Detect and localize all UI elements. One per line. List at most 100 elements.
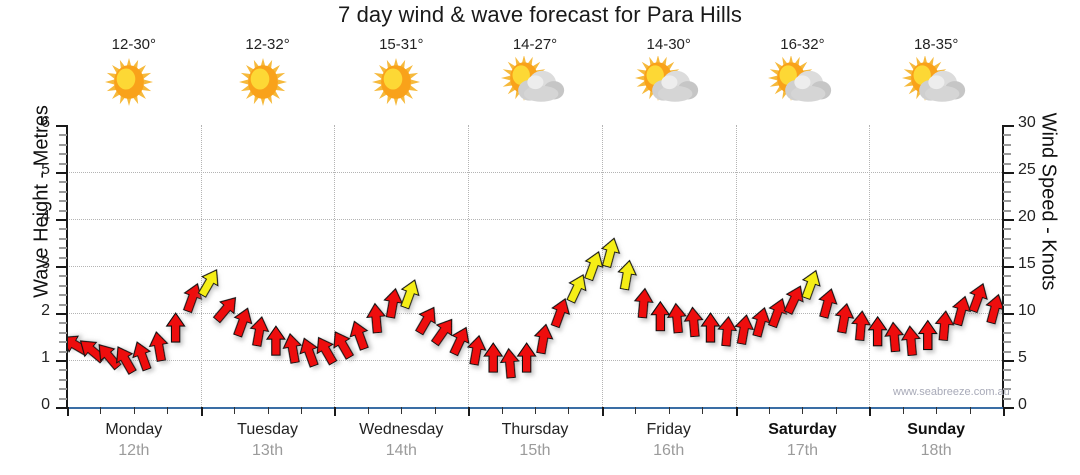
right-tick-minor: [1003, 200, 1011, 203]
right-tick-minor: [1003, 237, 1011, 240]
left-axis-label: 2: [41, 302, 50, 319]
left-tick-major: [56, 266, 67, 268]
right-tick-minor: [1003, 143, 1011, 146]
day-header-sunday: 18-35°: [864, 36, 1009, 108]
left-tick-minor: [59, 200, 67, 203]
day-name: Thursday: [501, 421, 569, 438]
wind-direction-arrow: [400, 279, 420, 310]
right-tick-major: [1003, 219, 1014, 221]
temperature-range: 18-35°: [913, 36, 959, 53]
x-tick-day: [334, 407, 337, 416]
temperature-range: 16-32°: [780, 36, 825, 53]
wind-direction-arrow: [333, 331, 355, 360]
left-tick-minor: [59, 341, 67, 344]
left-tick-minor: [59, 350, 67, 353]
day-header-saturday: 16-32°: [730, 36, 875, 108]
wind-direction-arrow: [783, 285, 804, 316]
right-tick-minor: [1003, 153, 1011, 156]
wind-direction-arrow: [449, 326, 470, 357]
day-header-friday: 14-30°: [596, 36, 741, 108]
x-tick-minor: [835, 407, 837, 414]
left-axis-label: 6: [41, 114, 50, 131]
wind-direction-arrow: [148, 331, 169, 362]
right-tick-minor: [1003, 322, 1011, 325]
sun-cloud-icon: [596, 56, 741, 108]
left-axis-label: 5: [41, 161, 50, 178]
wind-direction-arrow: [734, 314, 755, 346]
left-tick-major: [56, 313, 67, 315]
wind-direction-arrow: [851, 310, 872, 342]
left-tick-minor: [59, 237, 67, 240]
wind-direction-arrow: [566, 274, 587, 304]
gridline-horizontal: [67, 313, 1002, 314]
right-axis-label: 30: [1018, 114, 1036, 131]
gridline-horizontal: [67, 172, 1002, 173]
left-tick-minor: [59, 228, 67, 231]
wind-direction-arrow: [265, 325, 286, 356]
gridline-horizontal: [67, 219, 1002, 220]
x-tick-day: [468, 407, 471, 416]
left-tick-minor: [59, 209, 67, 212]
left-tick-minor: [59, 256, 67, 259]
left-tick-minor: [59, 162, 67, 165]
right-tick-minor: [1003, 190, 1011, 193]
right-axis-label: 15: [1018, 255, 1036, 272]
day-footer-friday: Friday 16th: [596, 420, 741, 462]
day-date: 14th: [385, 442, 417, 459]
gridline-vertical: [468, 125, 470, 407]
x-tick-minor: [301, 407, 302, 414]
right-tick-minor: [1003, 134, 1011, 137]
sun-cloud-icon: [730, 56, 875, 108]
x-tick-minor: [769, 407, 770, 414]
left-tick-major: [56, 172, 67, 174]
x-tick-day: [67, 407, 69, 416]
right-tick-minor: [1003, 378, 1011, 381]
right-tick-minor: [1003, 275, 1011, 278]
x-tick-day: [200, 407, 203, 416]
day-name: Friday: [646, 421, 691, 438]
left-axis-label: 1: [41, 349, 50, 366]
right-tick-minor: [1003, 162, 1011, 165]
right-axis-label: 0: [1018, 396, 1027, 413]
wind-direction-arrow: [182, 282, 203, 314]
right-tick-major: [1003, 266, 1014, 268]
left-tick-major: [56, 407, 67, 409]
wind-direction-arrow: [767, 297, 788, 329]
wind-direction-arrow: [349, 320, 369, 351]
wind-direction-arrow: [499, 347, 520, 379]
x-tick-minor: [267, 407, 269, 414]
wind-direction-arrow: [917, 319, 938, 351]
watermark: www.seabreeze.com.au: [893, 386, 1010, 398]
wind-direction-arrow: [550, 297, 571, 329]
wind-direction-arrow: [934, 310, 955, 342]
right-tick-minor: [1003, 181, 1011, 184]
day-footer-wednesday: Wednesday 14th: [329, 420, 474, 462]
x-tick-day: [869, 407, 872, 416]
gridline-horizontal: [67, 360, 1002, 361]
wind-direction-arrow: [666, 302, 687, 334]
wind-direction-arrow: [951, 295, 972, 327]
day-footer-thursday: Thursday 15th: [463, 420, 608, 462]
wind-direction-arrow: [683, 306, 704, 338]
gridline-vertical: [869, 125, 871, 407]
wind-direction-arrow: [299, 337, 319, 368]
temperature-range: 12-32°: [245, 36, 290, 53]
left-tick-minor: [59, 369, 67, 372]
x-tick-minor: [702, 407, 704, 414]
right-tick-major: [1003, 172, 1014, 174]
right-tick-minor: [1003, 209, 1011, 212]
day-date: 15th: [519, 442, 551, 459]
right-tick-minor: [1003, 228, 1011, 231]
day-header-monday: 12-30°: [61, 36, 206, 108]
right-axis-label: 25: [1018, 161, 1036, 178]
right-tick-minor: [1003, 341, 1011, 344]
wind-direction-arrow: [98, 344, 122, 371]
x-tick-minor: [969, 407, 971, 414]
wind-direction-arrow: [801, 269, 821, 301]
wind-direction-arrow: [717, 315, 738, 347]
right-tick-minor: [1003, 256, 1011, 259]
wind-direction-arrow: [633, 287, 654, 319]
wind-direction-arrow: [867, 315, 888, 347]
x-tick-minor: [568, 407, 570, 414]
day-date: 12th: [118, 442, 150, 459]
